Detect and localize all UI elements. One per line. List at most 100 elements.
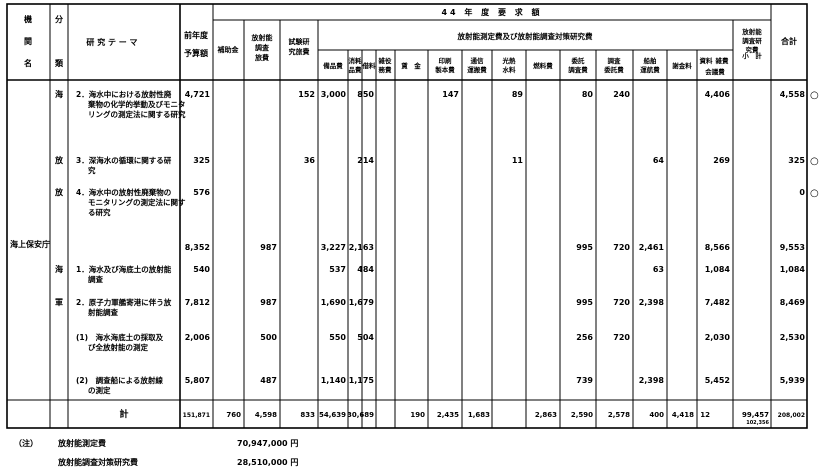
total-utility: 2,863 xyxy=(535,411,557,419)
header-consign-2: 調査費 xyxy=(568,65,588,74)
theme-line: 3．深海水の循環に関する研 xyxy=(76,155,172,165)
theme-text: 1．海水及び海底土の放射能調査 xyxy=(76,264,172,284)
header-promo-3: 究費 xyxy=(746,45,760,54)
header-survey-1: 調査 xyxy=(608,56,622,65)
cell-survey: 720 xyxy=(613,298,630,307)
header-group-title: 放射能測定費及び放射能調査対策研究費 xyxy=(457,31,593,41)
cell-misc: 2,461 xyxy=(639,243,665,252)
header-year-title: 44 年 度 要 求 額 xyxy=(441,7,542,17)
total-misc-service: 190 xyxy=(410,411,425,419)
theme-line: 射能調査 xyxy=(87,307,118,317)
theme-text: (2) 調査船による放射線の測定 xyxy=(76,375,163,395)
total-equip: 54,639 xyxy=(319,411,346,419)
header-material: 資料 xyxy=(700,56,714,65)
header-promo-1: 放射能 xyxy=(741,27,762,36)
header-agency-2: 関 xyxy=(24,36,32,46)
cell-prev: 325 xyxy=(193,156,210,165)
cell-subtotal: 269 xyxy=(713,156,730,165)
cell-subtotal: 5,452 xyxy=(705,376,730,385)
cell-rad-travel: 500 xyxy=(260,333,277,342)
footnotes: （注） 放射能測定費 70,947,000 円 放射能調査対策研究費 28,51… xyxy=(14,438,298,467)
note-line2-value: 28,510,000 円 xyxy=(237,458,298,467)
cell-prev: 7,812 xyxy=(185,298,210,307)
cell-subtotal: 4,406 xyxy=(705,90,731,99)
cell-subtotal: 7,482 xyxy=(705,298,730,307)
cell-misc: 63 xyxy=(653,265,664,274)
row-class: 海 xyxy=(55,264,63,274)
total-consign: 2,590 xyxy=(571,411,593,419)
theme-line: び全放射能の測定 xyxy=(88,342,148,352)
header-misc-service-1: 雑役 xyxy=(378,56,393,65)
cell-prev: 2,006 xyxy=(185,333,211,342)
cell-consign: 739 xyxy=(576,376,593,385)
note-line1-label: 放射能測定費 xyxy=(57,438,106,448)
cell-prev: 540 xyxy=(193,265,210,274)
header-rad-travel-3: 旅費 xyxy=(254,53,269,62)
header-prev-1: 前年度 xyxy=(184,30,209,40)
cell-equip: 1,690 xyxy=(321,298,347,307)
cell-misc: 2,398 xyxy=(639,376,665,385)
header-wage: 賃 金 xyxy=(400,61,421,70)
total-meeting: 12 xyxy=(700,411,710,419)
header-subsidy: 補助金 xyxy=(217,45,240,54)
header-survey-2: 委託費 xyxy=(603,65,624,74)
cell-survey: 720 xyxy=(613,333,630,342)
theme-line: 究 xyxy=(88,165,96,175)
cell-rad-travel: 487 xyxy=(260,376,277,385)
theme-line: 2．海水中における放射性廃 xyxy=(76,89,172,99)
note-line2-label: 放射能調査対策研究費 xyxy=(57,457,138,467)
cell-rad-travel: 987 xyxy=(260,298,277,307)
cell-consum: 504 xyxy=(357,333,374,342)
header-consign-1: 委託 xyxy=(571,56,586,65)
row-mark: ○ xyxy=(810,156,819,167)
total-row: 計 151,871 760 4,598 833 54,639 30,689 19… xyxy=(119,408,805,426)
theme-line: 4．海水中の放射性廃棄物の xyxy=(76,187,171,197)
theme-line: る研究 xyxy=(88,207,111,217)
cell-subtotal: 1,084 xyxy=(705,265,731,274)
header-misc-service-2: 務費 xyxy=(379,65,393,74)
total-promo: 102,356 xyxy=(746,420,769,426)
row-class: 海 xyxy=(55,89,63,99)
header-field-2: 類 xyxy=(54,58,64,68)
cell-fuel: 11 xyxy=(512,156,524,165)
note-label: （注） xyxy=(14,438,38,448)
cell-prev: 5,807 xyxy=(185,376,210,385)
total-misc: 4,418 xyxy=(672,411,694,419)
cell-equip: 550 xyxy=(329,333,346,342)
header-theme: 研 究 テ ー マ xyxy=(86,37,137,47)
cell-misc: 2,398 xyxy=(639,298,665,307)
total-wage: 2,435 xyxy=(437,411,459,419)
header-meeting: 会議費 xyxy=(705,67,725,76)
theme-line: 2．原子力軍艦寄港に伴う放 xyxy=(76,297,172,307)
header-equip: 備品費 xyxy=(323,61,343,70)
cell-total: 1,084 xyxy=(780,265,806,274)
total-print: 1,683 xyxy=(468,411,490,419)
header-prev-2: 予算額 xyxy=(184,48,208,58)
cell-total: 5,939 xyxy=(780,376,806,385)
row-class: 軍 xyxy=(55,298,63,307)
theme-text: 4．海水中の放射性廃棄物のモニタリングの測定法に関する研究 xyxy=(76,187,186,217)
cell-consign: 995 xyxy=(576,243,593,252)
header-rent: 借料 xyxy=(362,61,377,70)
header-ship-2: 運航費 xyxy=(640,65,660,74)
cell-total: 2,530 xyxy=(780,333,806,342)
cell-total: 4,558 xyxy=(780,90,806,99)
cell-consum: 2,163 xyxy=(349,243,374,252)
total-lab-travel: 833 xyxy=(300,411,315,419)
total-subtotal: 99,457 xyxy=(742,411,769,419)
cell-misc: 64 xyxy=(653,156,665,165)
total-consum: 30,689 xyxy=(347,411,374,419)
header-transport-2: 運搬費 xyxy=(467,65,487,74)
theme-text: 3．深海水の循環に関する研究 xyxy=(76,155,172,175)
header-consum-2: 品費 xyxy=(349,65,363,74)
header-fuel: 燃料費 xyxy=(533,61,553,70)
cell-equip: 537 xyxy=(329,265,346,274)
cell-subtotal: 8,566 xyxy=(705,243,731,252)
cell-equip: 3,227 xyxy=(321,243,346,252)
total-survey: 2,578 xyxy=(608,411,630,419)
cell-consum: 1,679 xyxy=(349,298,375,307)
header-agency-1: 機 xyxy=(24,14,32,24)
cell-survey: 720 xyxy=(613,243,630,252)
cell-total: 9,553 xyxy=(780,243,805,252)
